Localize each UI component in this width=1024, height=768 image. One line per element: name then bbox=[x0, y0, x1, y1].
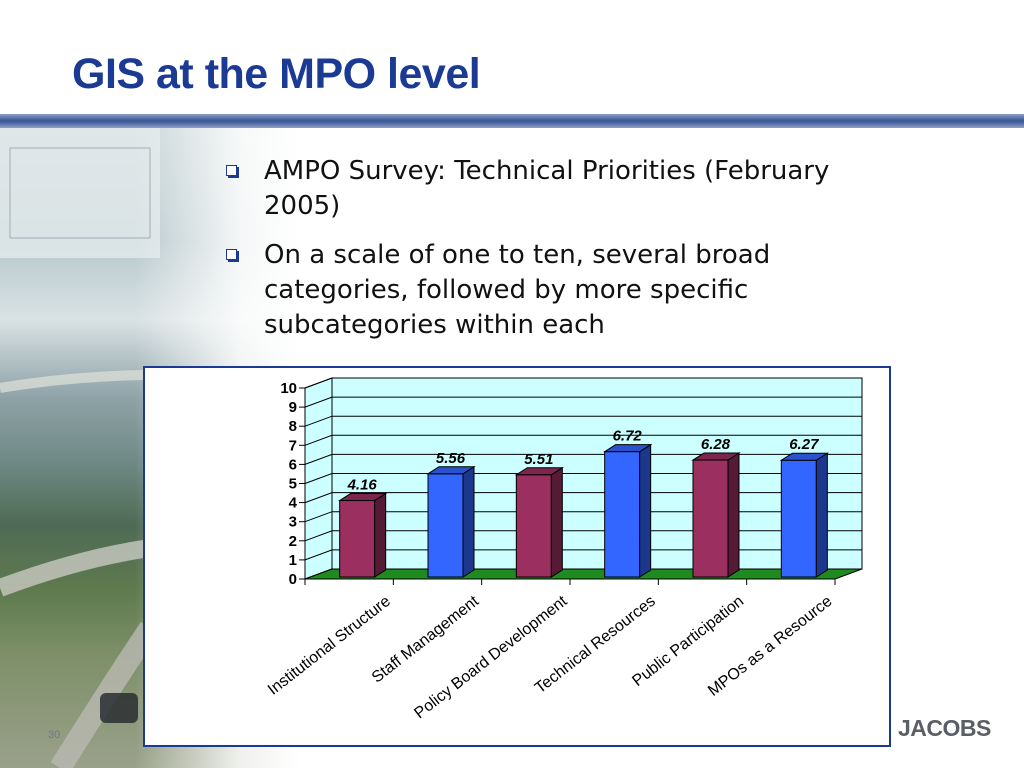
y-tick-label: 3 bbox=[289, 514, 297, 531]
bullet-list: AMPO Survey: Technical Priorities (Febru… bbox=[224, 154, 904, 357]
gridline bbox=[304, 396, 862, 408]
bar-front bbox=[515, 474, 552, 578]
gridline bbox=[304, 511, 862, 523]
square-bullet-icon bbox=[226, 249, 237, 260]
bar-front bbox=[604, 451, 641, 578]
gridline bbox=[304, 453, 862, 465]
y-tick-label: 7 bbox=[289, 437, 297, 454]
gridline bbox=[304, 530, 862, 542]
page-number: 30 bbox=[48, 729, 61, 741]
bullet-item: AMPO Survey: Technical Priorities (Febru… bbox=[224, 154, 904, 224]
y-tick-label: 5 bbox=[289, 476, 297, 493]
square-bullet-icon bbox=[226, 165, 237, 176]
bar-front bbox=[339, 500, 376, 578]
bar-value-label: 5.51 bbox=[524, 451, 553, 468]
bullet-item: On a scale of one to ten, several broad … bbox=[224, 238, 904, 343]
title-rule bbox=[0, 114, 1024, 128]
y-tick-label: 4 bbox=[289, 495, 298, 512]
y-tick-label: 6 bbox=[289, 456, 297, 473]
gridline bbox=[304, 549, 862, 561]
gridline bbox=[304, 434, 862, 446]
bar-value-label: 6.28 bbox=[701, 436, 731, 453]
bullet-text: On a scale of one to ten, several broad … bbox=[264, 240, 771, 340]
bar-side bbox=[462, 465, 475, 578]
bar-front bbox=[780, 459, 817, 578]
bar-side bbox=[815, 452, 828, 578]
gridline bbox=[304, 377, 862, 389]
bar-top bbox=[426, 466, 476, 475]
y-tick-label: 9 bbox=[289, 399, 297, 416]
chart-frame: 0 1 2 3 4 5 6 7 8 9 10 4.16 5.56 5.51 6.72 6.28 6.27 Inst… bbox=[143, 366, 891, 747]
bar-value-label: 4.16 bbox=[347, 477, 378, 494]
bar-side bbox=[639, 443, 652, 578]
y-tick-label: 2 bbox=[289, 533, 297, 550]
x-category-label: Institutional Structure bbox=[265, 593, 394, 699]
bar-top bbox=[337, 493, 388, 502]
bar-top bbox=[602, 444, 653, 453]
x-category-label: Policy Board Development bbox=[411, 592, 570, 722]
y-tick-label: 10 bbox=[280, 380, 297, 397]
bar-value-label: 6.27 bbox=[789, 436, 819, 453]
bar-side bbox=[374, 492, 387, 578]
photo-scene bbox=[0, 128, 261, 768]
gridline bbox=[304, 415, 862, 427]
bar-front bbox=[427, 473, 464, 578]
chart-floor bbox=[304, 568, 863, 580]
bar-value-label: 6.72 bbox=[613, 428, 643, 445]
bar-top bbox=[514, 467, 565, 476]
gridline bbox=[304, 492, 862, 504]
slide-title: GIS at the MPO level bbox=[72, 50, 481, 98]
photo-map-sheet bbox=[0, 128, 160, 258]
photo-map-border bbox=[9, 147, 151, 239]
bar-front bbox=[692, 459, 729, 578]
photo-car bbox=[100, 693, 138, 723]
bar-chart: 0 1 2 3 4 5 6 7 8 9 10 4.16 5.56 5.51 6.72 6.28 6.27 Inst… bbox=[265, 377, 863, 722]
bar-side bbox=[550, 466, 563, 578]
bar-top bbox=[691, 452, 741, 461]
y-tick-label: 8 bbox=[289, 418, 297, 435]
bullet-text: AMPO Survey: Technical Priorities (Febru… bbox=[264, 156, 830, 221]
y-tick-label: 0 bbox=[289, 571, 297, 588]
bar-value-label: 5.56 bbox=[436, 450, 466, 467]
jacobs-logo: JACOBS bbox=[898, 715, 991, 741]
photo-highway bbox=[0, 539, 152, 597]
gridline bbox=[304, 473, 862, 484]
bar-top bbox=[779, 452, 830, 461]
bar-side bbox=[727, 452, 740, 578]
y-tick-label: 1 bbox=[289, 552, 297, 569]
